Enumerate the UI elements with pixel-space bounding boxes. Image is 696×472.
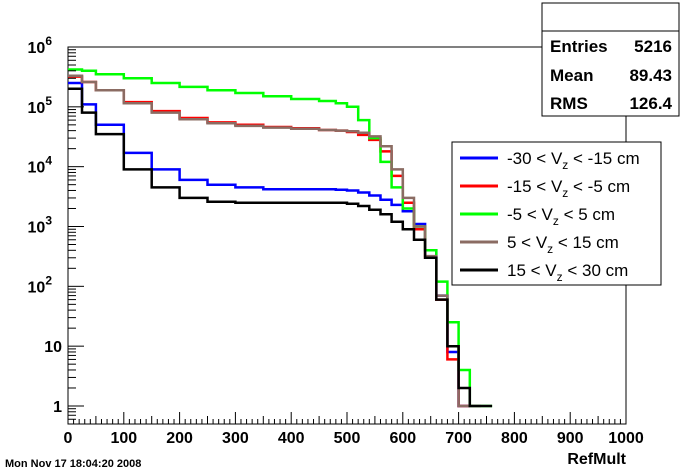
stats-box-frame (541, 2, 680, 117)
y-tick-label: 1 (53, 399, 62, 416)
x-tick-label: 600 (389, 430, 416, 447)
x-tick-label: 300 (222, 430, 249, 447)
x-tick-label: 400 (278, 430, 305, 447)
x-tick-label: 0 (64, 430, 73, 447)
x-tick-label: 100 (110, 430, 137, 447)
legend-label-5: 15 < Vz < 30 cm (507, 261, 628, 284)
x-tick-label: 900 (557, 430, 584, 447)
x-tick-label: 800 (501, 430, 528, 447)
x-tick-label: 1000 (608, 430, 644, 447)
stats-mean-label: Mean (550, 66, 593, 85)
y-tick-label: 105 (28, 94, 53, 117)
series-curves (68, 68, 493, 408)
x-tick-label: 500 (334, 430, 361, 447)
x-axis: 0 100 200 300 400 500 600 700 800 900 1000 (64, 412, 644, 447)
stats-mean-value: 89.43 (629, 66, 672, 85)
y-tick-label: 106 (28, 34, 53, 57)
y-tick-label: 10 (44, 339, 62, 356)
stats-rms-value: 126.4 (629, 94, 672, 113)
stats-entries-value: 5216 (634, 37, 672, 56)
x-axis-title: RefMult (567, 451, 626, 468)
y-tick-label: 103 (28, 213, 53, 236)
y-tick-label: 104 (28, 154, 53, 177)
legend-label-3: -5 < Vz < 5 cm (507, 205, 615, 228)
legend: -30 < Vz < -15 cm -15 < Vz < -5 cm -5 < Vz… (451, 141, 662, 286)
x-tick-label: 700 (445, 430, 472, 447)
footer-timestamp: Mon Nov 17 18:04:20 2008 (5, 458, 141, 470)
series-line-4 (68, 74, 481, 408)
legend-label-4: 5 < Vz < 15 cm (507, 233, 619, 256)
stats-box: Entries 5216 Mean 89.43 RMS 126.4 (541, 2, 680, 117)
stats-rms-label: RMS (550, 94, 588, 113)
x-tick-label: 200 (166, 430, 193, 447)
y-axis: 1 10 102 103 104 105 106 (28, 34, 84, 425)
legend-label-2: -15 < Vz < -5 cm (507, 177, 630, 200)
series-line-5 (68, 87, 493, 408)
legend-label-1: -30 < Vz < -15 cm (507, 149, 640, 172)
stats-entries-label: Entries (550, 37, 608, 56)
y-tick-label: 102 (28, 273, 53, 296)
